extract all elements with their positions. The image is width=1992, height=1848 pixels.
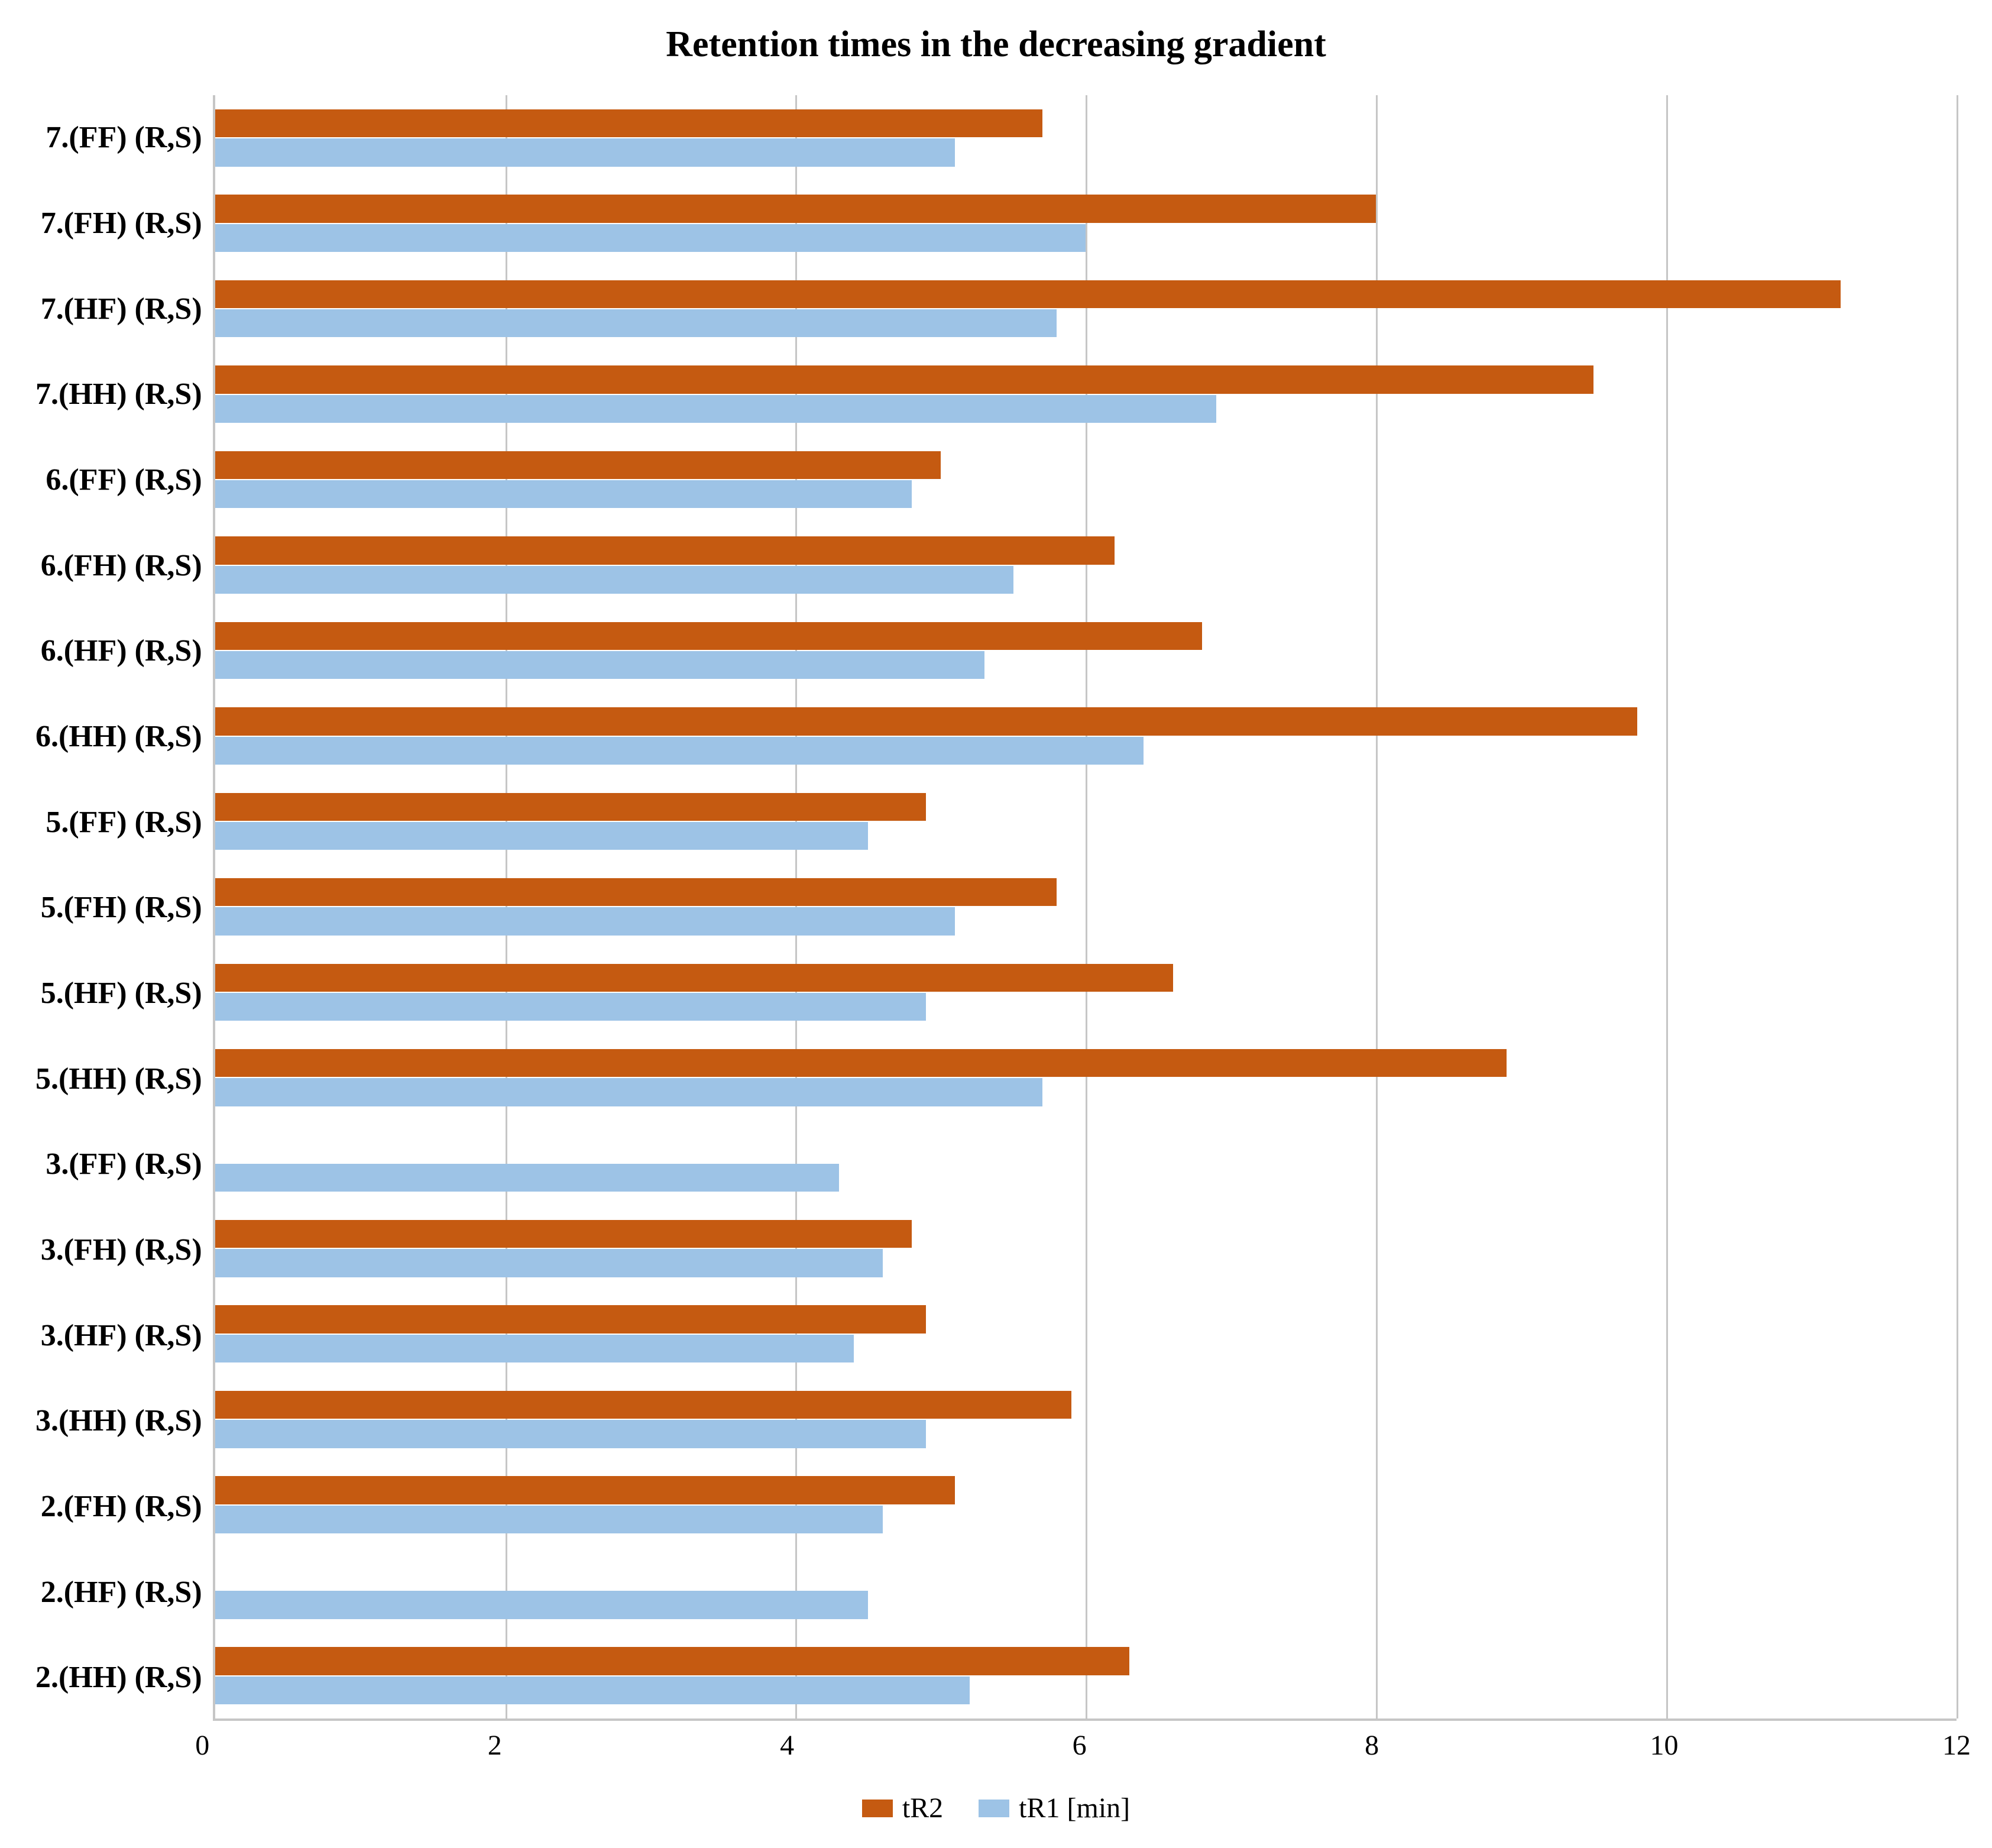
legend-item-tR1: tR1 [min] <box>979 1792 1130 1824</box>
y-axis-category-label: 7.(FF) (R,S) <box>35 122 202 153</box>
bar-group <box>215 1035 1957 1120</box>
bar-tR2 <box>215 109 1042 137</box>
bar-tR2 <box>215 964 1173 992</box>
bar-group <box>215 1633 1957 1718</box>
bar-group <box>215 608 1957 693</box>
bar-tR2 <box>215 707 1637 735</box>
bar-tR1 <box>215 651 984 679</box>
bar-tR2 <box>215 451 941 479</box>
y-axis-category-label: 7.(FH) (R,S) <box>35 208 202 239</box>
y-axis-category-label: 2.(FH) (R,S) <box>35 1491 202 1522</box>
y-axis-category-label: 3.(HH) (R,S) <box>35 1406 202 1436</box>
x-axis-tick-label: 4 <box>780 1729 794 1762</box>
bar-group <box>215 779 1957 864</box>
chart-title: Retention times in the decreasing gradie… <box>35 24 1957 66</box>
x-axis-footer: 7.(FF) (R,S) 024681012 <box>35 1721 1957 1774</box>
x-axis-tick-label: 6 <box>1073 1729 1087 1762</box>
y-axis-category-label: 5.(FF) (R,S) <box>35 807 202 838</box>
bar-tR2 <box>215 536 1115 564</box>
bar-tR2 <box>215 1391 1071 1419</box>
bar-group <box>215 950 1957 1035</box>
bar-group <box>215 437 1957 522</box>
bar-group <box>215 1462 1957 1548</box>
bar-group <box>215 522 1957 607</box>
bar-group <box>215 95 1957 180</box>
bar-tR2 <box>215 1305 927 1333</box>
bar-tR1 <box>215 1164 839 1192</box>
legend-swatch <box>979 1800 1009 1817</box>
bar-group <box>215 1377 1957 1462</box>
x-axis-tick-label: 2 <box>488 1729 502 1762</box>
bar-group <box>215 180 1957 266</box>
bar-tR2 <box>215 195 1376 222</box>
bar-tR1 <box>215 309 1057 337</box>
y-axis-category-label: 3.(FF) (R,S) <box>35 1149 202 1180</box>
y-axis-category-label: 7.(HH) (R,S) <box>35 379 202 410</box>
bar-tR1 <box>215 1506 883 1533</box>
bar-group <box>215 1292 1957 1377</box>
bar-tR1 <box>215 822 869 850</box>
vertical-gridline <box>1957 95 1958 1718</box>
y-axis-category-label: 5.(HH) (R,S) <box>35 1064 202 1095</box>
bar-tR1 <box>215 1249 883 1277</box>
x-axis-ticks: 024681012 <box>202 1721 1957 1774</box>
y-axis-category-label: 7.(HF) (R,S) <box>35 294 202 325</box>
bar-group <box>215 693 1957 778</box>
bar-group <box>215 864 1957 949</box>
legend-label: tR1 [min] <box>1019 1792 1130 1824</box>
y-axis-category-label: 6.(FF) (R,S) <box>35 465 202 496</box>
bar-tR2 <box>215 1049 1507 1077</box>
bar-tR2 <box>215 365 1594 393</box>
bar-tR2 <box>215 1647 1129 1675</box>
legend-swatch <box>862 1800 893 1817</box>
y-axis-category-label: 3.(HF) (R,S) <box>35 1321 202 1351</box>
x-axis-tick-label: 10 <box>1650 1729 1679 1762</box>
y-axis-category-label: 3.(FH) (R,S) <box>35 1235 202 1266</box>
bar-tR1 <box>215 993 927 1021</box>
bar-tR1 <box>215 138 955 166</box>
legend-label: tR2 <box>902 1792 943 1824</box>
chart-legend: tR2 tR1 [min] <box>35 1792 1957 1824</box>
retention-times-chart: Retention times in the decreasing gradie… <box>35 24 1957 1824</box>
bar-tR1 <box>215 737 1144 765</box>
bar-tR2 <box>215 622 1202 650</box>
bar-tR1 <box>215 1591 869 1619</box>
bar-group <box>215 1548 1957 1633</box>
bar-group <box>215 266 1957 351</box>
bar-tR1 <box>215 566 1013 594</box>
y-axis-category-label: 5.(FH) (R,S) <box>35 892 202 923</box>
bar-tR2 <box>215 878 1057 906</box>
bar-tR1 <box>215 1420 927 1448</box>
bar-tR2 <box>215 280 1841 308</box>
bar-group <box>215 351 1957 436</box>
bar-group <box>215 1206 1957 1291</box>
legend-item-tR2: tR2 <box>862 1792 943 1824</box>
bar-tR1 <box>215 480 912 508</box>
bars-layer <box>215 95 1957 1718</box>
bar-tR1 <box>215 1335 854 1362</box>
y-axis-labels: 7.(FF) (R,S) 7.(FH) (R,S) 7.(HF) (R,S) 7.(H… <box>35 95 213 1721</box>
x-axis-tick-label: 8 <box>1365 1729 1379 1762</box>
bar-tR2 <box>215 793 927 821</box>
bar-group <box>215 1121 1957 1206</box>
x-axis-tick-label: 12 <box>1942 1729 1971 1762</box>
bar-tR2 <box>215 1220 912 1248</box>
y-axis-category-label: 2.(HH) (R,S) <box>35 1662 202 1693</box>
bar-tR1 <box>215 395 1217 423</box>
bar-tR1 <box>215 907 955 935</box>
y-axis-category-label: 6.(HH) (R,S) <box>35 721 202 752</box>
plot-row: 7.(FF) (R,S) 7.(FH) (R,S) 7.(HF) (R,S) 7.(H… <box>35 95 1957 1721</box>
bar-tR2 <box>215 1476 955 1504</box>
bar-tR1 <box>215 1078 1042 1106</box>
bar-tR1 <box>215 1677 970 1704</box>
y-axis-category-label: 5.(HF) (R,S) <box>35 978 202 1009</box>
y-axis-category-label: 6.(FH) (R,S) <box>35 551 202 581</box>
plot-area <box>213 95 1957 1721</box>
bar-tR1 <box>215 224 1086 252</box>
y-axis-category-label: 6.(HF) (R,S) <box>35 636 202 666</box>
y-axis-category-label: 2.(HF) (R,S) <box>35 1577 202 1608</box>
x-axis-tick-label: 0 <box>195 1729 209 1762</box>
